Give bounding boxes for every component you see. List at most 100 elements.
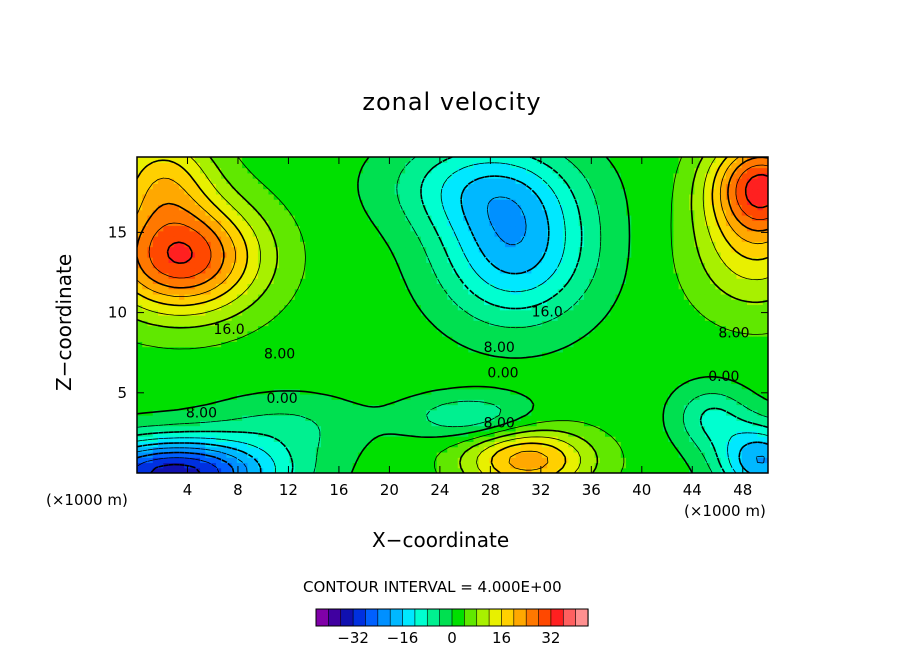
field-cell [173, 451, 180, 458]
field-cell [221, 267, 227, 274]
field-cell [505, 372, 511, 379]
field-cell [515, 283, 522, 290]
field-cell [147, 299, 154, 306]
field-cell [520, 336, 527, 342]
field-cell [205, 315, 212, 321]
field-cell [252, 394, 259, 400]
field-cell [736, 309, 743, 316]
field-cell [152, 362, 159, 369]
field-cell [720, 267, 727, 274]
field-cell [415, 420, 422, 427]
field-cell [463, 357, 469, 363]
field-cell [536, 357, 543, 363]
field-cell [210, 430, 217, 437]
field-cell [741, 309, 748, 316]
field-cell [599, 367, 606, 374]
field-cell [278, 467, 285, 473]
field-cell [547, 351, 554, 358]
field-cell [252, 325, 259, 332]
field-cell [505, 436, 511, 442]
field-cell [746, 457, 753, 464]
field-cell [147, 262, 154, 269]
field-cell [410, 399, 417, 406]
field-cell [736, 257, 743, 263]
field-cell [463, 367, 469, 374]
field-cell [263, 372, 270, 379]
field-cell [342, 320, 348, 327]
field-cell [557, 299, 564, 306]
field-cell [326, 462, 333, 469]
field-cell [426, 293, 433, 300]
field-cell [410, 283, 417, 290]
field-cell [357, 288, 364, 295]
field-cell [541, 336, 548, 342]
field-cell [257, 394, 264, 400]
field-cell [142, 425, 149, 432]
field-cell [573, 346, 580, 353]
field-cell [636, 467, 643, 473]
field-cell [242, 430, 249, 437]
field-cell [741, 346, 748, 353]
field-cell [552, 304, 559, 311]
field-cell [336, 315, 343, 321]
field-cell [415, 293, 422, 300]
field-cell [394, 362, 401, 369]
field-cell [720, 451, 727, 458]
field-cell [541, 399, 548, 406]
field-cell [689, 272, 695, 279]
field-cell [420, 315, 427, 321]
field-cell [699, 430, 706, 437]
field-cell [499, 357, 506, 363]
field-cell [305, 357, 312, 363]
field-cell [210, 378, 217, 385]
field-cell [720, 336, 727, 342]
field-cell [657, 383, 664, 390]
field-cell [331, 367, 338, 374]
field-cell [589, 293, 596, 300]
field-cell [736, 304, 743, 311]
field-cell [315, 457, 322, 464]
field-cell [410, 320, 417, 327]
field-cell [447, 388, 454, 395]
field-cell [347, 262, 354, 269]
field-cell [552, 288, 559, 295]
field-cell [410, 293, 417, 300]
field-cell [378, 462, 385, 469]
field-cell [247, 267, 254, 274]
field-cell [420, 415, 427, 421]
field-cell [694, 409, 701, 416]
field-cell [152, 330, 159, 337]
field-cell [384, 288, 390, 295]
field-cell [357, 436, 364, 442]
field-cell [352, 325, 359, 332]
field-cell [610, 441, 617, 448]
field-cell [510, 367, 517, 374]
field-cell [363, 362, 369, 369]
field-cell [263, 320, 270, 327]
field-cell [394, 320, 401, 327]
field-cell [289, 372, 296, 379]
field-cell [752, 451, 759, 458]
field-cell [452, 288, 459, 295]
field-cell [284, 315, 291, 321]
field-cell [615, 462, 622, 469]
field-cell [173, 457, 180, 464]
field-cell [694, 293, 701, 300]
field-cell [699, 325, 706, 332]
field-cell [221, 420, 227, 427]
field-cell [541, 330, 548, 337]
field-cell [247, 430, 254, 437]
field-cell [626, 357, 632, 363]
field-cell [610, 336, 617, 342]
field-cell [210, 278, 217, 284]
field-cell [578, 341, 585, 348]
field-cell [415, 362, 422, 369]
field-cell [725, 299, 732, 306]
field-cell [310, 257, 317, 263]
field-cell [526, 420, 532, 427]
field-cell [405, 451, 412, 458]
field-cell [683, 462, 690, 469]
field-cell [394, 251, 401, 258]
field-cell [468, 336, 475, 342]
field-cell [715, 278, 722, 284]
